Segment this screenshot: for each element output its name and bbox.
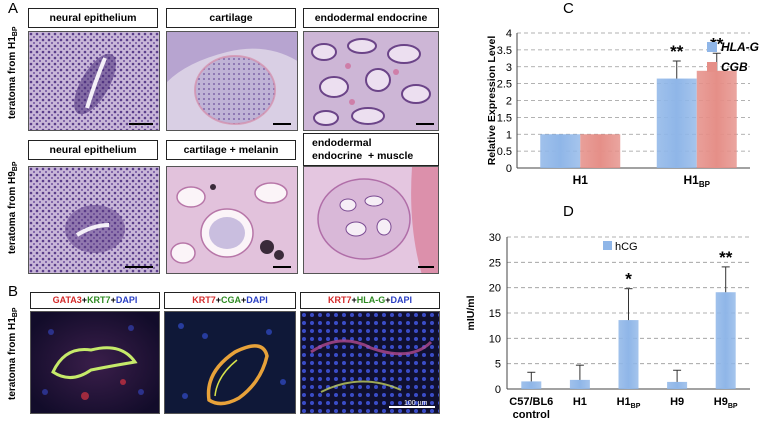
stain-part: DAPI xyxy=(115,295,138,305)
bar-hla-g xyxy=(540,134,581,168)
y-tick-label: 0.5 xyxy=(497,146,512,158)
y-tick-label: 5 xyxy=(495,359,501,371)
stain-part: KRT7 xyxy=(87,295,111,305)
panel-label-c: C xyxy=(563,0,574,17)
micrograph-cartilage-melanin-h9 xyxy=(166,166,298,274)
y-tick-label: 30 xyxy=(489,232,501,244)
x-tick-label: H1 xyxy=(573,173,589,187)
x-tick-label: H1BP xyxy=(684,173,711,189)
bar-hcg xyxy=(618,320,639,389)
micrograph-neural-epithelium-h9 xyxy=(28,166,160,274)
stain-part: + xyxy=(110,295,116,305)
y-tick-label: 0 xyxy=(495,384,501,396)
y-axis-label: Relative Expression Level xyxy=(486,36,498,166)
legend-swatch xyxy=(707,42,717,52)
title-cartilage: cartilage xyxy=(166,8,296,28)
stain-part: DAPI xyxy=(390,295,413,305)
scale-bar-label: 100 µm xyxy=(404,400,428,407)
y-tick-label: 25 xyxy=(489,257,501,269)
y-tick-label: 1 xyxy=(506,129,512,141)
y-tick-label: 3.5 xyxy=(497,45,512,57)
fluorescence-gata3-krt7 xyxy=(30,311,160,414)
row-label-teratoma-h1bp-b: teratoma from H1BP xyxy=(7,307,19,401)
x-tick-label: H1BP xyxy=(617,396,641,410)
significance-label: * xyxy=(625,270,632,289)
bar-hcg xyxy=(521,381,542,389)
micrograph-endodermal-endocrine-h1 xyxy=(303,31,439,131)
stain-part: + xyxy=(215,295,221,305)
bar-cgb xyxy=(580,134,621,168)
bar-cgb xyxy=(696,70,737,168)
y-tick-label: 2 xyxy=(506,96,512,108)
stain-part: KRT7 xyxy=(327,295,352,305)
legend-label: HLA-G xyxy=(721,40,759,54)
stain-part: DAPI xyxy=(246,295,268,305)
bar-hcg xyxy=(569,379,590,389)
panel-label-a: A xyxy=(8,0,19,17)
title-cartilage-melanin: cartilage + melanin xyxy=(166,140,296,160)
y-tick-label: 0 xyxy=(506,163,512,175)
x-tick-label: C57/BL6 xyxy=(509,396,553,408)
fluorescence-krt7-hlag xyxy=(300,311,440,414)
y-tick-label: 15 xyxy=(489,308,501,320)
y-tick-label: 3 xyxy=(506,62,512,74)
row-label-teratoma-h9bp: teratoma from H9BP xyxy=(7,161,19,254)
stain-part: GATA3 xyxy=(52,295,82,305)
bar-hcg xyxy=(715,292,736,389)
legend-label: CGB xyxy=(721,60,748,74)
x-tick-label: H1 xyxy=(573,396,587,408)
title-endodermal-endocrine: endodermal endocrine xyxy=(303,8,439,28)
stain-part: + xyxy=(385,295,391,305)
row-label-teratoma-h1bp: teratoma from H1BP xyxy=(7,26,19,120)
y-tick-label: 4 xyxy=(506,28,512,40)
y-tick-label: 20 xyxy=(489,283,501,295)
panel-label-d: D xyxy=(563,203,574,220)
stain-part: KRT7 xyxy=(192,295,216,305)
y-tick-label: 10 xyxy=(489,333,501,345)
x-tick-label: H9BP xyxy=(714,396,738,410)
legend-label: hCG xyxy=(615,241,638,253)
bar-hcg xyxy=(667,381,688,389)
x-tick-label: H9 xyxy=(670,396,684,408)
y-tick-label: 2.5 xyxy=(497,79,512,91)
stain-title-gata3-krt7-dapi: GATA3 + KRT7 + DAPI xyxy=(30,292,160,309)
micrograph-endocrine-muscle-h9 xyxy=(303,166,439,274)
stain-title-krt7-hlag-dapi: KRT7 + HLA-G + DAPI xyxy=(300,292,440,309)
stain-part: + xyxy=(81,295,88,305)
legend-swatch xyxy=(707,62,717,72)
significance-label: ** xyxy=(719,248,733,267)
micrograph-neural-epithelium-h1 xyxy=(28,31,160,131)
stain-part: HLA-G xyxy=(356,295,386,305)
stain-part: + xyxy=(351,295,357,305)
stain-part: + xyxy=(241,295,247,305)
y-axis-label: mIU/ml xyxy=(465,295,477,330)
bar-hla-g xyxy=(656,78,697,168)
title-neural-epithelium-2: neural epithelium xyxy=(28,140,158,160)
fluorescence-krt7-cga xyxy=(164,311,296,414)
y-tick-label: 1.5 xyxy=(497,112,512,124)
legend-swatch xyxy=(603,241,612,250)
panel-label-b: B xyxy=(8,283,19,300)
micrograph-cartilage-h1 xyxy=(166,31,298,131)
stain-title-krt7-cga-dapi: KRT7 + CGA + DAPI xyxy=(164,292,296,309)
title-neural-epithelium: neural epithelium xyxy=(28,8,158,28)
chart-relative-expression: 0 0.5 1 1.5 2 2.5 3 3.5 4 Relative Expression Lev… xyxy=(486,28,759,189)
significance-label: ** xyxy=(670,42,684,61)
stain-part: CGA xyxy=(221,295,241,305)
x-tick-label-line2: control xyxy=(513,409,550,421)
title-endodermal-endocrine-muscle: endodermal endocrine + muscle xyxy=(303,133,439,166)
